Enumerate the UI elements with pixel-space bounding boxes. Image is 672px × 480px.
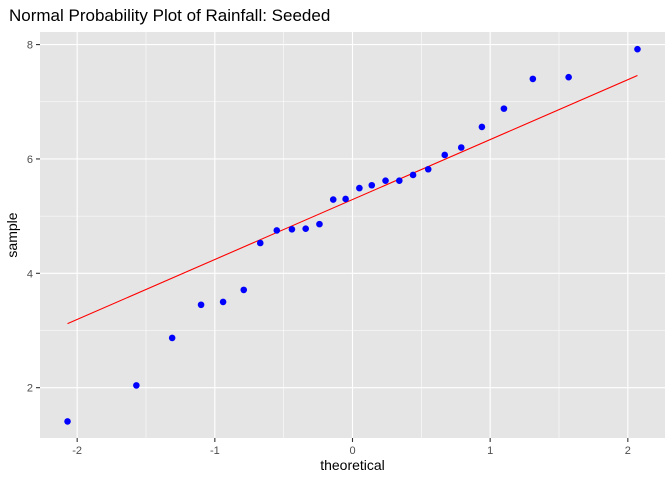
y-tick-label: 6	[27, 154, 33, 166]
data-point	[457, 144, 465, 151]
data-point	[219, 298, 227, 306]
data-point	[396, 177, 403, 184]
x-tick-label: 1	[487, 445, 493, 457]
data-points	[64, 45, 641, 425]
data-point	[273, 227, 281, 234]
y-tick-label: 4	[27, 268, 33, 280]
data-point	[240, 286, 248, 294]
data-point	[634, 45, 641, 53]
x-tick-label: 2	[625, 445, 631, 457]
major-gridlines	[40, 32, 665, 438]
data-point	[382, 177, 389, 184]
data-point	[288, 225, 296, 233]
data-point	[500, 105, 508, 112]
y-tick-label: 8	[27, 40, 33, 52]
x-tick-label: 0	[349, 445, 355, 457]
data-point	[424, 165, 432, 173]
y-axis-title: sample	[4, 212, 20, 257]
data-point	[368, 181, 376, 189]
data-point	[356, 184, 363, 192]
x-tick-label: -2	[72, 445, 82, 457]
data-point	[64, 418, 71, 425]
data-point	[478, 123, 486, 131]
y-axis-ticks: 2 4 6 8	[27, 40, 40, 395]
data-point	[409, 171, 417, 179]
data-point	[168, 334, 176, 342]
data-point	[342, 195, 349, 203]
data-point	[441, 151, 449, 159]
data-point	[316, 220, 323, 228]
reference-line	[67, 74, 638, 325]
data-point	[133, 382, 140, 389]
y-tick-label: 2	[27, 383, 33, 395]
data-point	[565, 73, 572, 81]
x-axis-title: theoretical	[320, 457, 385, 473]
data-point	[302, 225, 309, 233]
data-point	[529, 75, 537, 83]
x-axis-ticks: -2 -1 0 1 2	[72, 438, 631, 457]
x-tick-label: -1	[210, 445, 220, 457]
data-point	[256, 239, 264, 247]
data-point	[197, 301, 205, 309]
chart-title: Normal Probability Plot of Rainfall: See…	[9, 6, 330, 25]
data-point	[329, 196, 337, 203]
